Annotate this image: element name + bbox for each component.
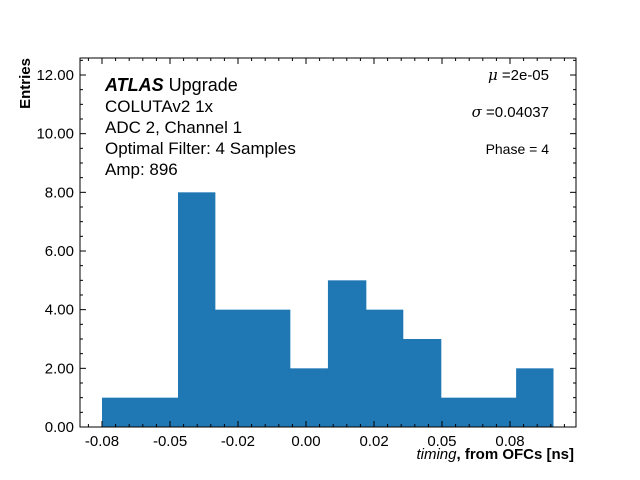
histogram-bin (402, 339, 442, 427)
y-tick-label: 12.00 (36, 67, 74, 84)
y-tick-label: 10.00 (36, 126, 74, 143)
plot-frame (79, 57, 577, 428)
histogram-bin (516, 368, 554, 427)
svg-text:ATLAS Upgrade: ATLAS Upgrade (104, 75, 238, 95)
annotation-filter: Optimal Filter: 4 Samples (105, 139, 296, 158)
x-tick-label: 0.05 (427, 433, 456, 450)
annotation-channel: ADC 2, Channel 1 (105, 118, 242, 137)
x-tick-label: -0.02 (221, 433, 255, 450)
y-tick-label: 6.00 (45, 243, 74, 260)
y-tick-label: 0.00 (45, 419, 74, 436)
stats-block: μ =2e-05 σ =0.04037 Phase = 4 (472, 66, 550, 157)
atlas-upgrade-label: Upgrade (164, 75, 238, 95)
histogram-bin (365, 309, 404, 427)
y-tick-label: 2.00 (45, 360, 74, 377)
annotation-chip: COLUTAv2 1x (105, 97, 214, 116)
x-tick-label: 0.08 (495, 433, 524, 450)
x-tick-label: -0.05 (153, 433, 187, 450)
histogram-bin (252, 309, 291, 427)
y-axis-label: Entries (17, 58, 34, 109)
x-tick-label: 0.00 (291, 433, 320, 450)
histogram-bars (102, 192, 554, 427)
mean-value: μ =2e-05 (488, 66, 549, 84)
histogram-bin (102, 397, 141, 427)
x-tick-labels: -0.08 -0.05 -0.02 0.00 0.02 0.05 0.08 (85, 433, 525, 450)
y-tick-label: 4.00 (45, 302, 74, 319)
x-tick-label: 0.02 (359, 433, 388, 450)
annotation-amp: Amp: 896 (105, 160, 178, 179)
atlas-label-block: ATLAS Upgrade COLUTAv2 1x ADC 2, Channel… (104, 75, 296, 179)
histogram-bin (139, 397, 179, 427)
histogram-bin (440, 397, 479, 427)
x-axis-label: timing, from OFCs [ns] (416, 446, 574, 463)
major-ticks (80, 58, 576, 428)
x-tick-label: -0.08 (85, 433, 119, 450)
histogram-bin (327, 280, 367, 427)
sigma-value: σ =0.04037 (472, 103, 549, 121)
histogram-bin (177, 192, 216, 427)
histogram-bin (289, 368, 329, 427)
y-tick-labels: 0.00 2.00 4.00 6.00 8.00 10.00 12.00 (36, 67, 74, 436)
histogram-bin (214, 309, 254, 427)
atlas-label: ATLAS (104, 75, 164, 95)
y-tick-label: 8.00 (45, 184, 74, 201)
phase-value: Phase = 4 (486, 141, 550, 157)
histogram-bin (478, 397, 517, 427)
